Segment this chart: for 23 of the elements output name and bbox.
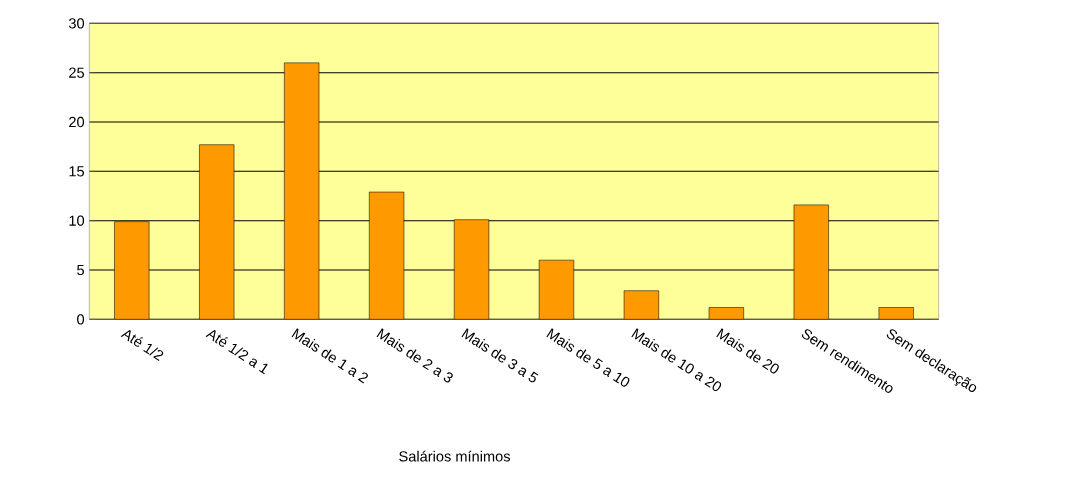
x-tick-label: Até 1/2 a 1 bbox=[205, 329, 268, 375]
bar bbox=[453, 219, 490, 320]
y-tick-label: 5 bbox=[77, 264, 85, 276]
y-tick-label: 25 bbox=[69, 67, 85, 78]
bar bbox=[369, 191, 405, 320]
x-tick-label: Mais de 3 a 5 bbox=[461, 328, 539, 383]
bar bbox=[114, 221, 150, 320]
bar bbox=[199, 144, 235, 320]
y-tick-label: 15 bbox=[69, 166, 85, 177]
bar bbox=[538, 259, 575, 320]
x-tick-label: Mais de 2 a 3 bbox=[376, 328, 453, 383]
bar bbox=[284, 62, 320, 320]
x-axis-title: Salários mínimos bbox=[399, 450, 511, 462]
x-tick-label: Mais de 5 a 10 bbox=[546, 328, 630, 387]
bar bbox=[623, 290, 660, 320]
x-tick-label: Mais de 1 a 2 bbox=[291, 328, 368, 384]
y-tick-label: 30 bbox=[68, 18, 85, 29]
y-tick-label: 10 bbox=[69, 215, 85, 226]
y-tick-label: 0 bbox=[77, 314, 85, 325]
x-tick-label: Até 1/2 bbox=[120, 329, 164, 361]
y-tick-label: 20 bbox=[69, 116, 85, 128]
bar bbox=[793, 204, 829, 320]
x-tick-label: Mais de 20 bbox=[716, 328, 779, 374]
